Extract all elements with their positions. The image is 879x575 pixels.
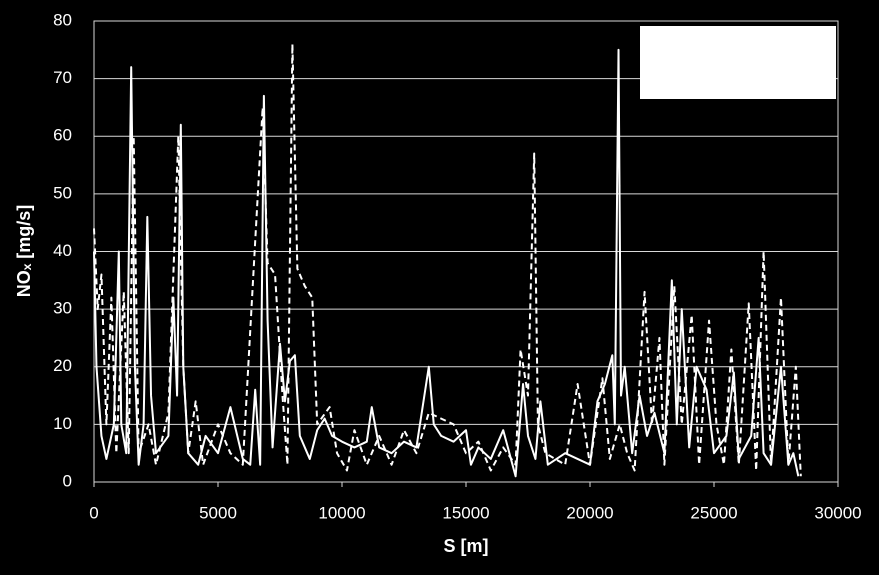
y-tick-label: 60: [53, 126, 72, 145]
x-tick-label: 10000: [318, 503, 365, 522]
x-tick-label: 15000: [442, 503, 489, 522]
x-tick-label: 30000: [814, 503, 861, 522]
y-tick-label: 0: [63, 471, 72, 490]
y-tick-label: 10: [53, 414, 72, 433]
y-tick-label: 30: [53, 299, 72, 318]
x-tick-label: 25000: [690, 503, 737, 522]
series-line: [93, 43, 802, 477]
y-tick-label: 70: [53, 68, 72, 87]
x-tick-label: 0: [89, 503, 98, 522]
x-axis-label: S [m]: [444, 536, 489, 556]
y-tick-label: 80: [53, 10, 72, 29]
y-tick-label: 40: [53, 241, 72, 260]
x-tick-label: 20000: [566, 503, 613, 522]
y-axis-label: NOₓ [mg/s]: [14, 205, 34, 298]
y-tick-label: 20: [53, 356, 72, 375]
y-tick-label: 50: [53, 183, 72, 202]
x-tick-label: 5000: [199, 503, 237, 522]
legend-box: [640, 26, 836, 99]
